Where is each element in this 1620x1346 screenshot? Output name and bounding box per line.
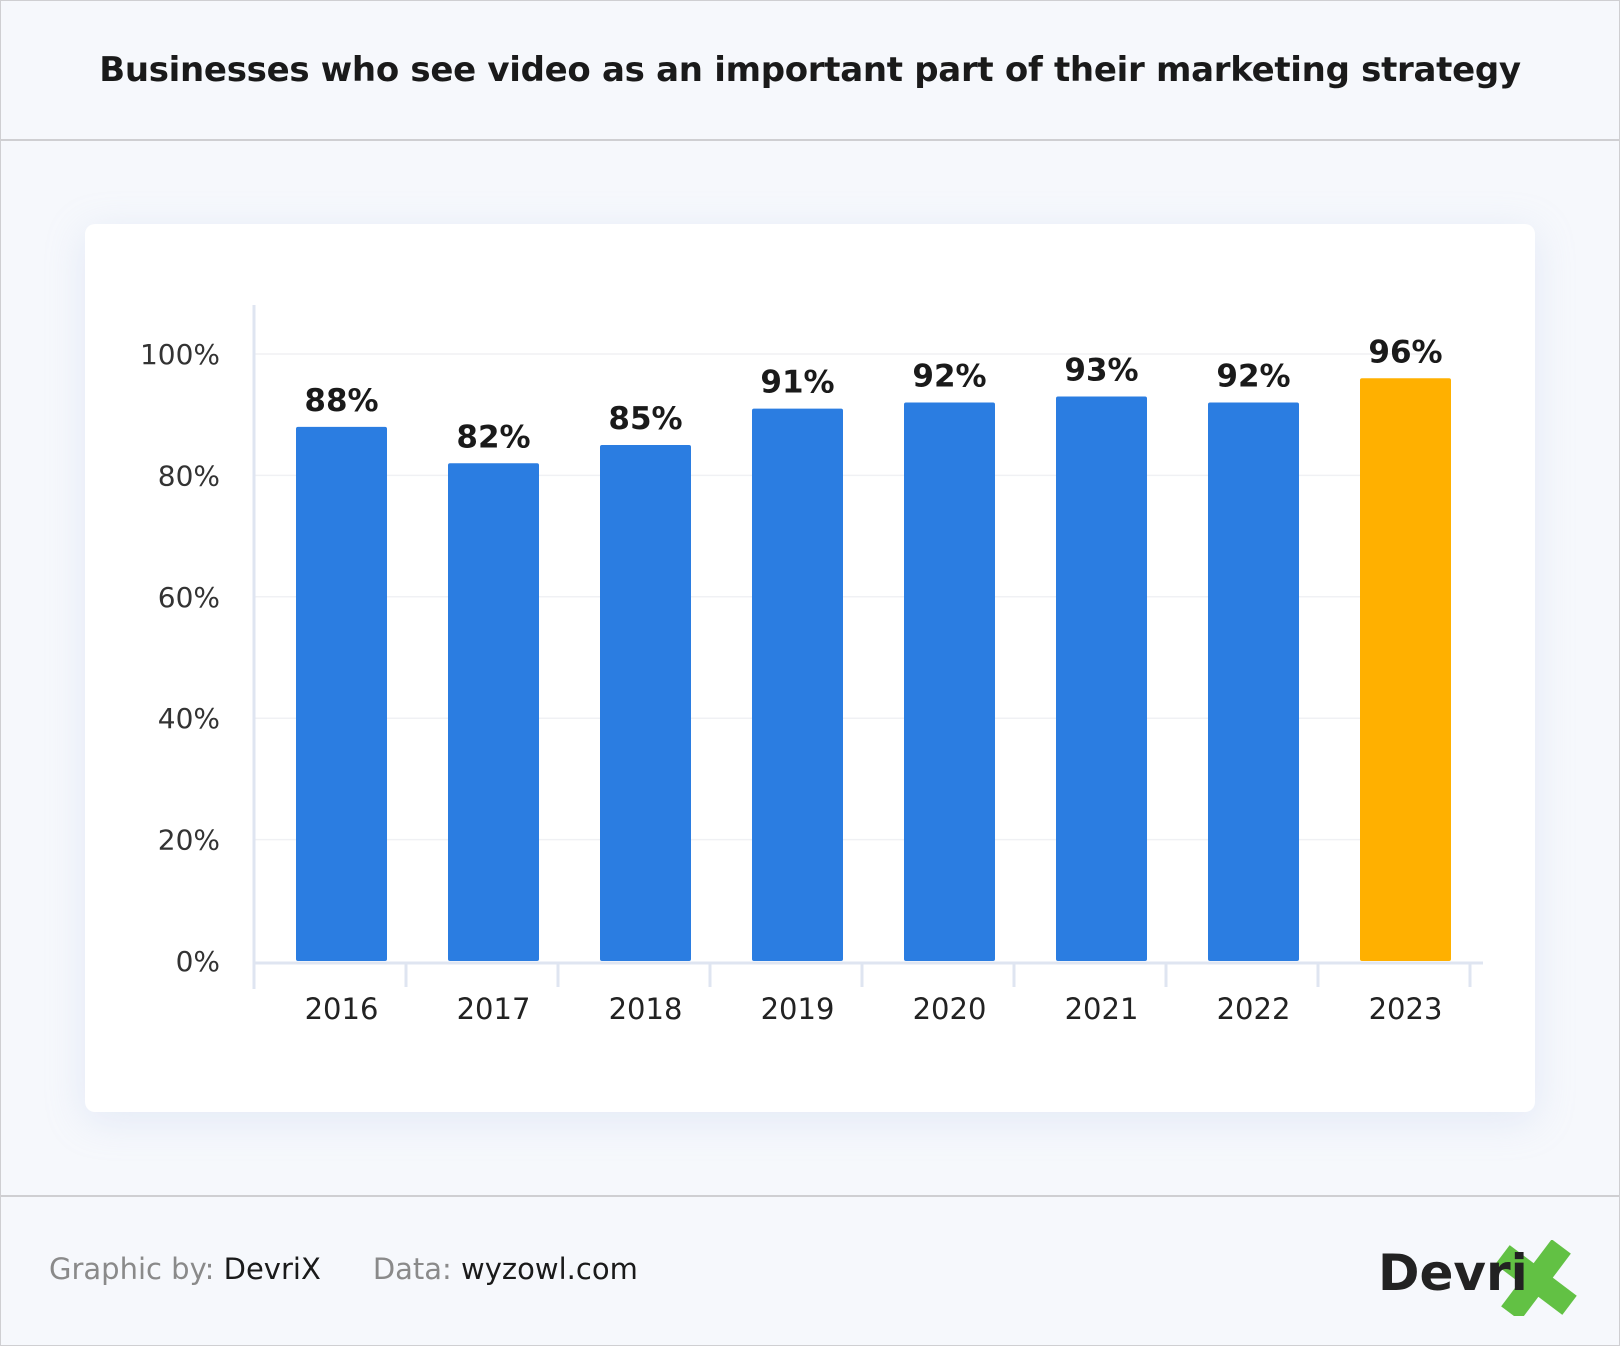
bar-2018 xyxy=(600,445,691,961)
x-tick-label: 2017 xyxy=(457,992,531,1026)
y-tick-label: 80% xyxy=(158,459,220,492)
devrix-logo: Devri xyxy=(1378,1240,1588,1316)
y-tick-label: 40% xyxy=(158,702,220,735)
data-label: 92% xyxy=(1216,359,1290,395)
y-tick-label: 20% xyxy=(158,824,220,857)
footer-divider xyxy=(0,1195,1620,1197)
data-label: 91% xyxy=(760,365,834,401)
x-tick-label: 2018 xyxy=(609,992,683,1026)
chart-card: 0% 20% 40% 60% 80% 100% 88% 2016 82% 2017 85% 2018 9… xyxy=(85,224,1535,1112)
data-label: 85% xyxy=(608,401,682,437)
bar-2021 xyxy=(1056,396,1147,961)
x-tick-label: 2019 xyxy=(761,992,835,1026)
logo-text: Devri xyxy=(1378,1244,1528,1302)
data-credit: Data: wyzowl.com xyxy=(373,1252,638,1286)
data-label: 82% xyxy=(456,419,530,455)
bar-chart: 0% 20% 40% 60% 80% 100% 88% 2016 82% 2017 85% 2018 9… xyxy=(140,305,1483,1026)
bar-2020 xyxy=(904,402,995,961)
header: Businesses who see video as an important… xyxy=(0,0,1620,141)
y-tick-label: 0% xyxy=(176,945,220,978)
graphic-label: Graphic by: xyxy=(49,1252,215,1286)
x-tick-label: 2023 xyxy=(1369,992,1443,1026)
data-source: wyzowl.com xyxy=(461,1252,638,1286)
bar-2016 xyxy=(296,426,387,962)
x-tick-label: 2021 xyxy=(1065,992,1139,1026)
x-tick-label: 2020 xyxy=(913,992,987,1026)
chart-title: Businesses who see video as an important… xyxy=(99,49,1521,90)
data-label: 92% xyxy=(912,359,986,395)
bar-2017 xyxy=(448,463,539,961)
x-tick-label: 2016 xyxy=(305,992,379,1026)
y-tick-label: 100% xyxy=(140,338,220,371)
bar-2023 xyxy=(1360,378,1451,961)
y-tick-label: 60% xyxy=(158,581,220,614)
data-label: 93% xyxy=(1064,352,1138,388)
data-label: 88% xyxy=(304,383,378,419)
footer: Graphic by: DevriX Data: wyzowl.com xyxy=(49,1252,638,1286)
bar-2019 xyxy=(752,408,843,961)
bar-2022 xyxy=(1208,402,1299,961)
data-label: 96% xyxy=(1368,334,1442,370)
data-label: Data: xyxy=(372,1252,452,1286)
x-tick-label: 2022 xyxy=(1217,992,1291,1026)
graphic-value: DevriX xyxy=(223,1252,321,1286)
logo-x-mark-icon xyxy=(1495,1240,1577,1316)
graphic-credit: Graphic by: DevriX xyxy=(49,1252,321,1286)
